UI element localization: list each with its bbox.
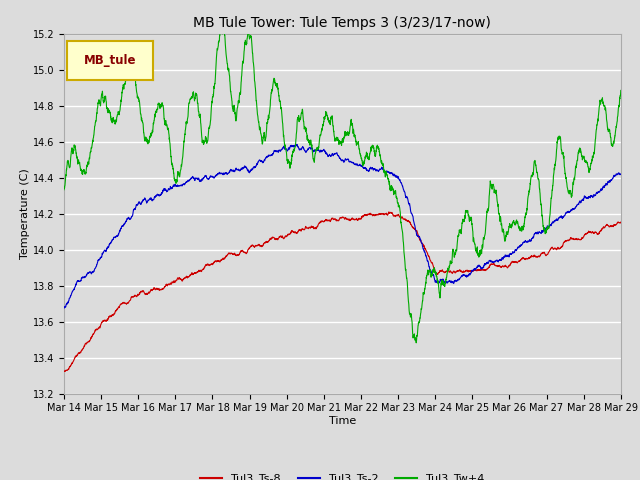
Y-axis label: Temperature (C): Temperature (C) (20, 168, 30, 259)
Legend: Tul3_Ts-8, Tul3_Ts-2, Tul3_Tw+4: Tul3_Ts-8, Tul3_Ts-2, Tul3_Tw+4 (196, 469, 489, 480)
X-axis label: Time: Time (329, 416, 356, 426)
Title: MB Tule Tower: Tule Temps 3 (3/23/17-now): MB Tule Tower: Tule Temps 3 (3/23/17-now… (193, 16, 492, 30)
